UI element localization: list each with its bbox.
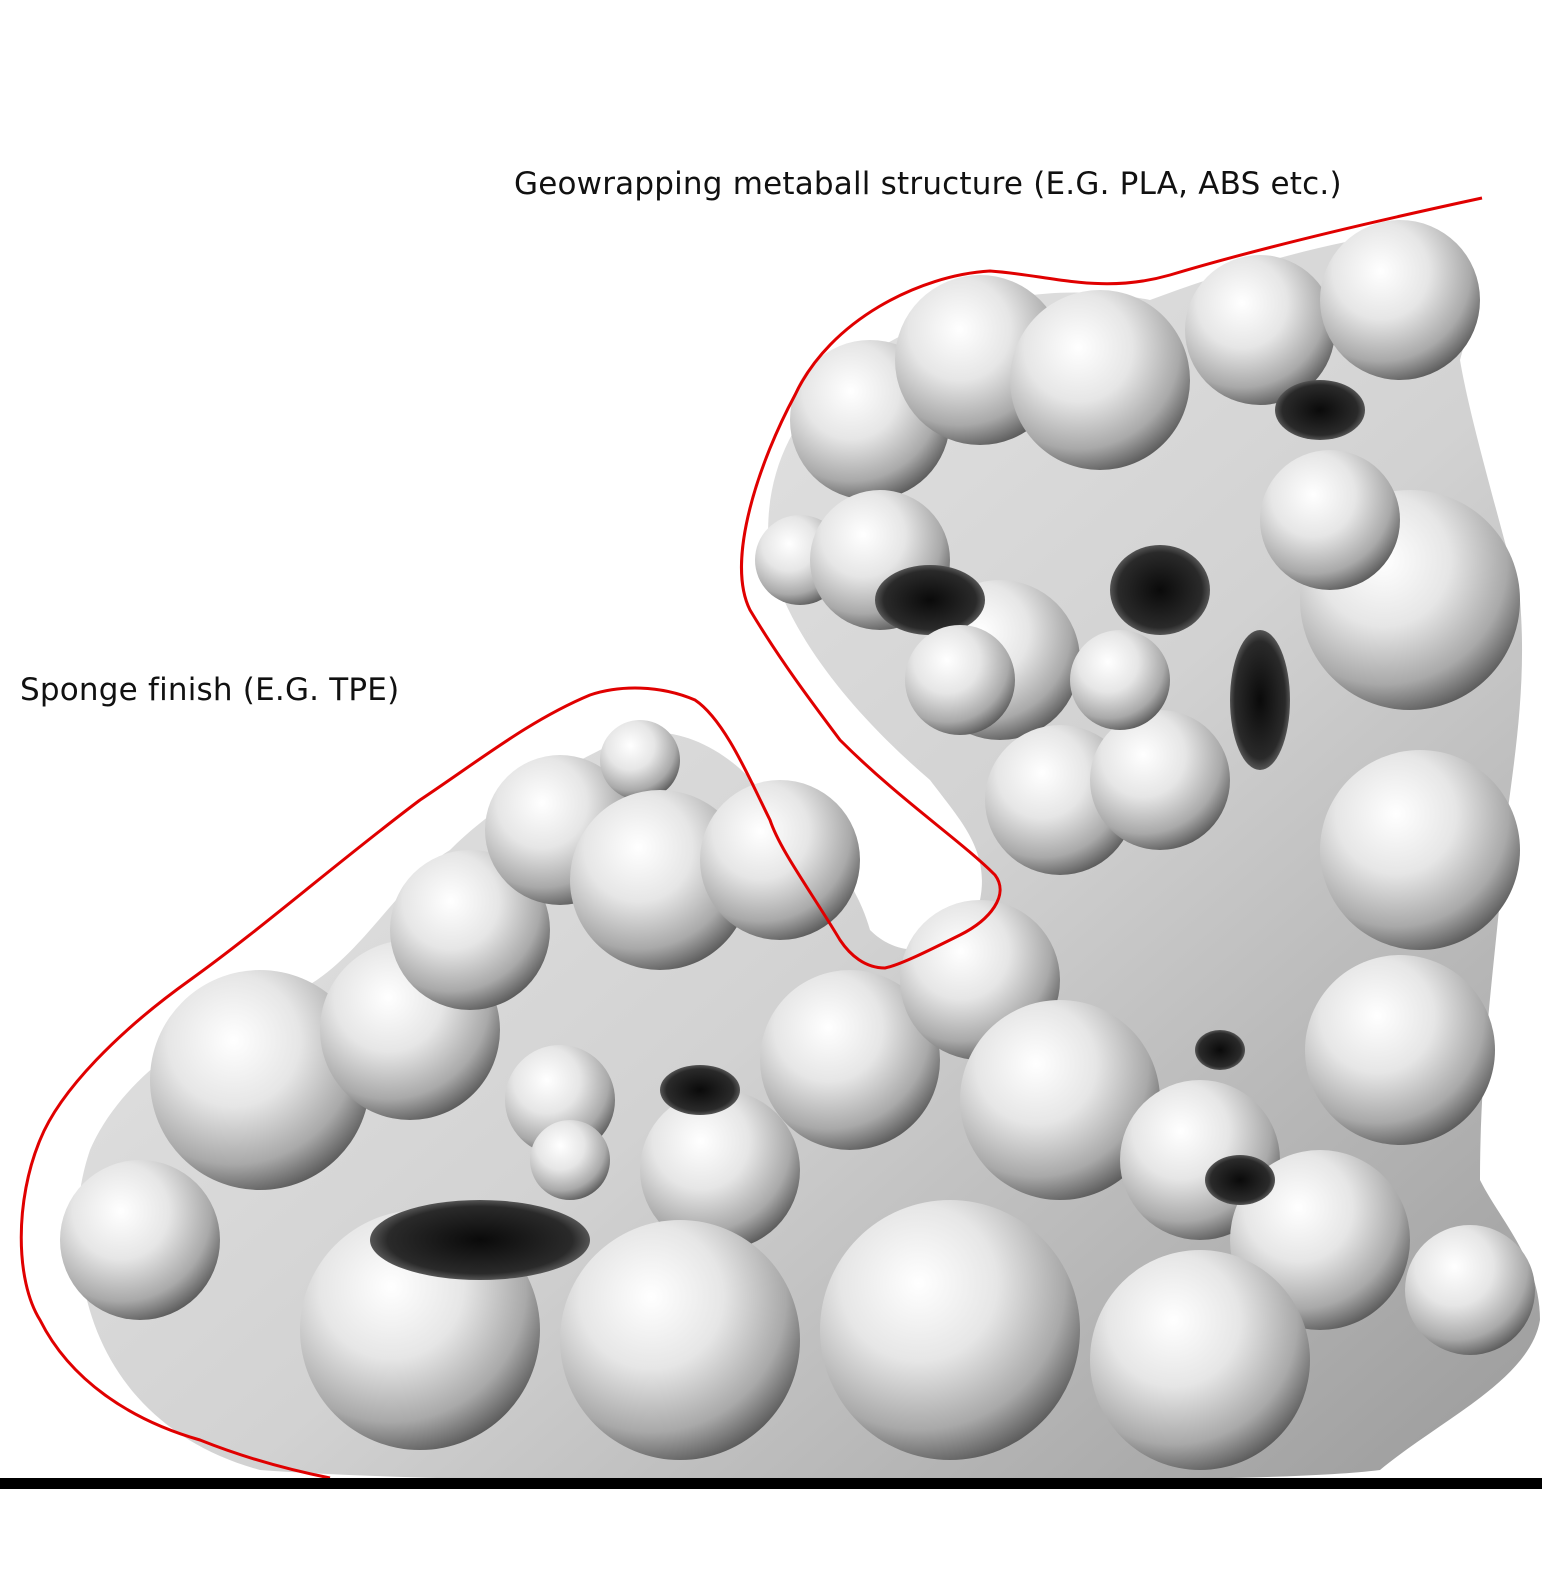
metaball-sculpture: [60, 220, 1541, 1482]
geowrapping-label: Geowrapping metaball structure (E.G. PLA…: [514, 166, 1342, 202]
cavity: [1230, 630, 1290, 770]
cavity: [1195, 1030, 1245, 1070]
cavity: [1110, 545, 1210, 635]
geowrapping-outline: [19, 196, 1483, 1480]
cavity: [370, 1200, 590, 1280]
sponge-finish-label: Sponge finish (E.G. TPE): [20, 672, 400, 708]
cavity: [1205, 1155, 1275, 1205]
cavity: [875, 565, 985, 635]
ground-line: [0, 1478, 1542, 1489]
cavity: [660, 1065, 740, 1115]
cavity: [1275, 380, 1365, 440]
